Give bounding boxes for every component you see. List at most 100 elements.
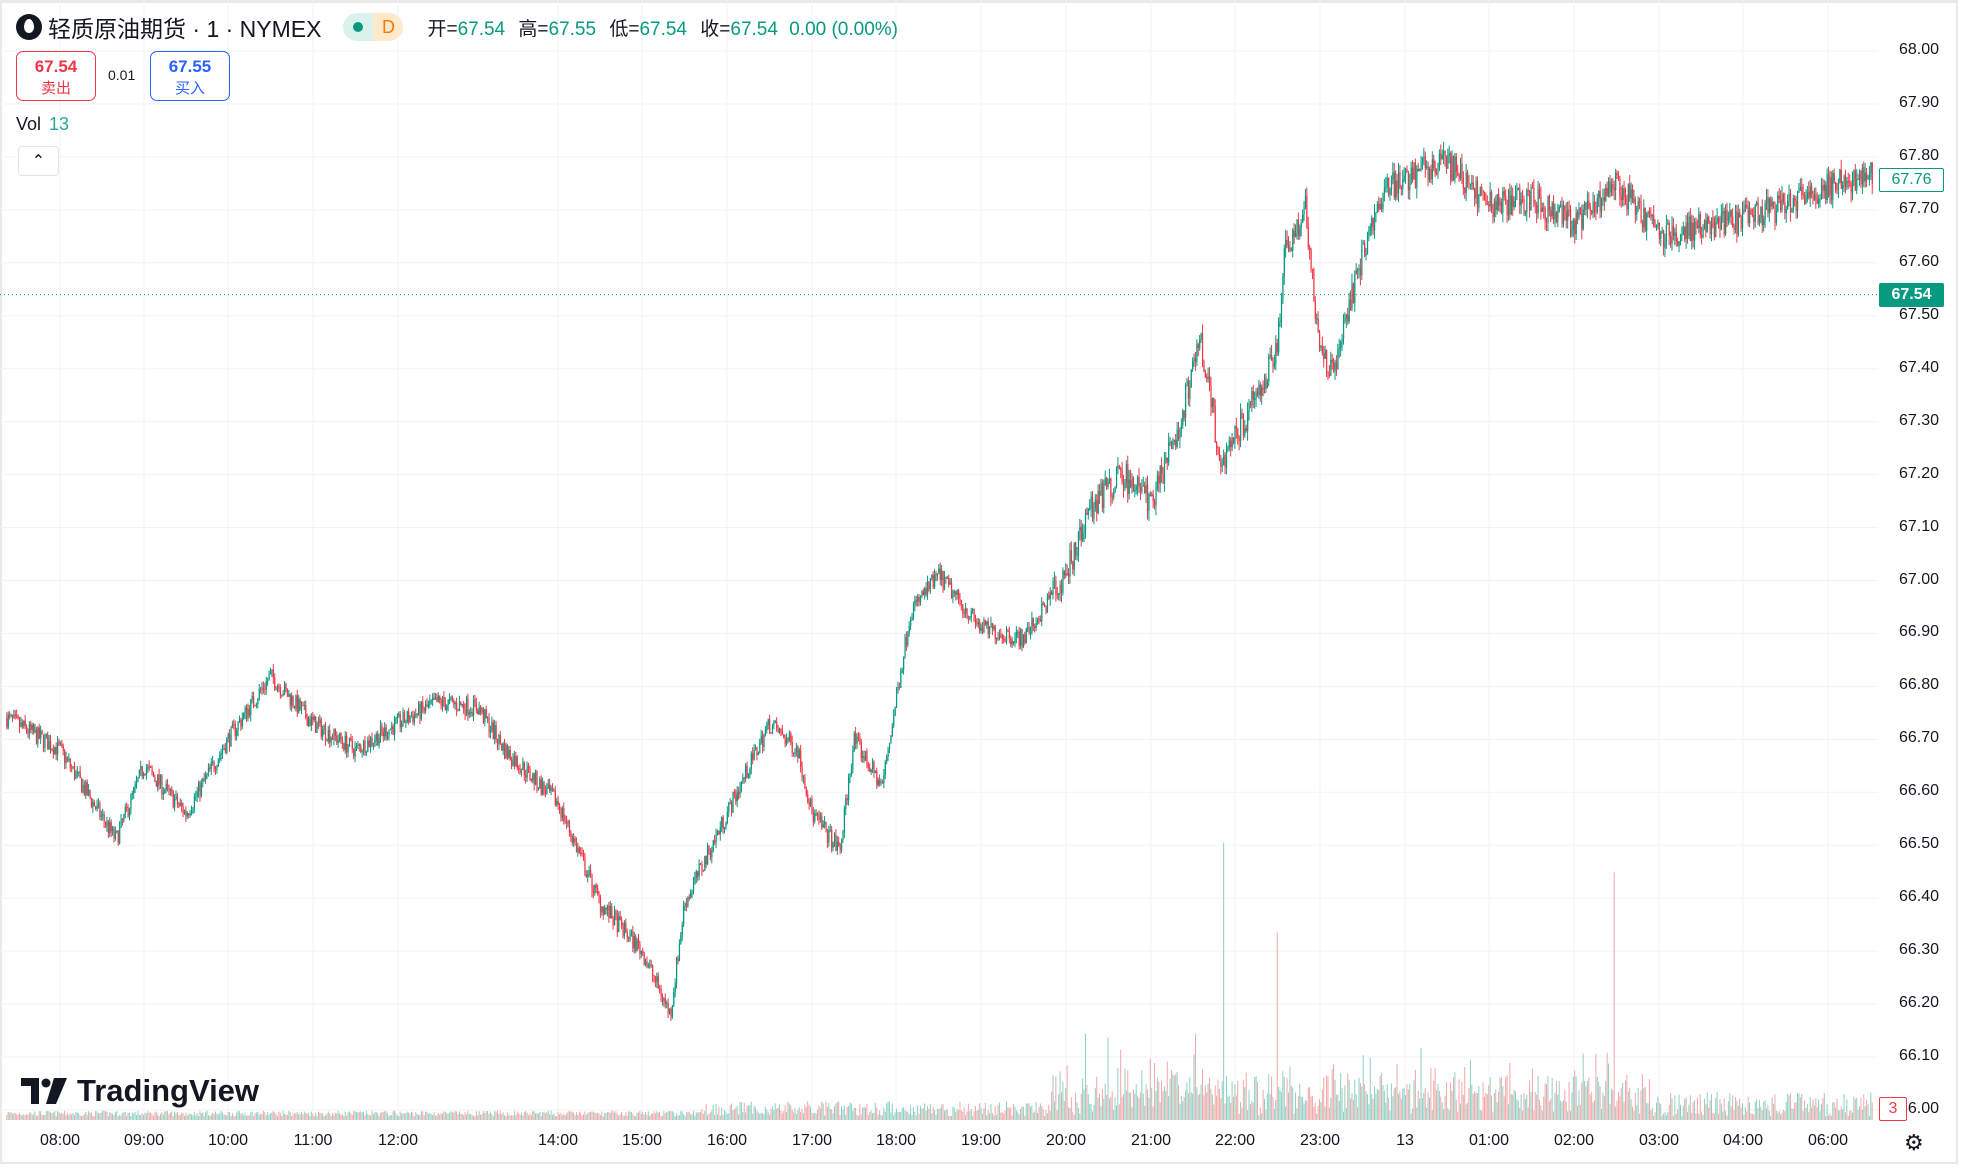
candle-body: [1799, 186, 1802, 191]
candle-body: [326, 739, 328, 742]
candle-body: [1099, 490, 1101, 496]
status-badge[interactable]: D: [343, 13, 404, 41]
volume-legend[interactable]: Vol 13: [16, 114, 69, 135]
candle-body: [559, 804, 561, 809]
candle-body: [1024, 634, 1026, 643]
candle-body: [1581, 213, 1583, 230]
settings-gear-icon[interactable]: ⚙: [1904, 1130, 1924, 1155]
candle-body: [175, 795, 177, 800]
candle-body: [1352, 283, 1355, 304]
candle-body: [1331, 359, 1333, 363]
candle-body: [1207, 376, 1209, 379]
candle-body: [1471, 182, 1473, 184]
candle-body: [1168, 442, 1170, 463]
candle-body: [370, 737, 372, 747]
candle-body: [618, 916, 620, 933]
tradingview-logo-icon: [21, 1078, 67, 1104]
candle-body: [974, 618, 977, 623]
candle-body: [1132, 477, 1135, 492]
candle-body: [1128, 479, 1130, 494]
candle-body: [1451, 156, 1453, 181]
candle-body: [1646, 214, 1648, 231]
candle-body: [912, 605, 915, 617]
candle-body: [853, 732, 855, 751]
candle-body: [1381, 203, 1383, 209]
symbol-title[interactable]: 轻质原油期货 · 1 · NYMEX: [48, 16, 322, 42]
candle-body: [1166, 457, 1168, 463]
candle-body: [1280, 298, 1283, 321]
candle-body: [925, 588, 927, 595]
candle-body: [174, 799, 176, 808]
candle-body: [102, 814, 104, 816]
candle-body: [71, 767, 73, 769]
candle-body: [59, 743, 62, 745]
candle-body: [965, 608, 967, 614]
candle-body: [1555, 212, 1558, 222]
candle-body: [1139, 487, 1142, 492]
candle-body: [976, 622, 978, 625]
candle-body: [7, 714, 9, 728]
time-axis-label: 21:00: [1130, 1132, 1172, 1149]
candle-body: [1688, 216, 1690, 237]
candle-body: [6, 718, 8, 728]
candle-body: [1011, 641, 1013, 645]
candle-body: [76, 771, 78, 773]
candle-body: [914, 600, 916, 606]
candle-body: [1416, 169, 1418, 189]
candle-body: [755, 747, 757, 751]
candle-body: [1469, 183, 1472, 185]
candle-body: [106, 821, 108, 826]
candle-body: [941, 570, 943, 580]
candle-body: [1476, 180, 1479, 208]
candle-body: [817, 813, 819, 816]
candle-body: [1832, 173, 1834, 201]
candle-body: [1747, 206, 1749, 223]
candle-body: [1739, 212, 1741, 217]
candle-body: [391, 726, 393, 730]
candle-body: [535, 771, 537, 785]
candle-body: [1324, 349, 1326, 359]
candle-body: [336, 735, 338, 743]
candle-body: [795, 746, 798, 753]
candle-body: [896, 692, 898, 708]
candle-body: [1304, 195, 1307, 208]
candle-body: [1296, 219, 1298, 234]
candle-body: [621, 919, 623, 926]
candle-body: [1013, 641, 1015, 644]
candle-body: [1443, 150, 1445, 155]
candle-body: [1678, 241, 1680, 247]
candle-body: [1664, 241, 1666, 248]
candle-body: [1816, 198, 1818, 204]
candle-body: [626, 932, 628, 938]
candle-body: [1723, 211, 1725, 235]
candle-body: [1172, 441, 1174, 449]
buy-button[interactable]: 67.55 买入: [150, 51, 230, 101]
candle-body: [1279, 320, 1281, 323]
candle-body: [47, 734, 49, 750]
candle-body: [530, 778, 533, 781]
candle-body: [1826, 174, 1828, 200]
candle-body: [426, 704, 428, 707]
candle-body: [1651, 214, 1653, 217]
candle-body: [355, 744, 358, 747]
candle-body: [1725, 209, 1727, 235]
candle-body: [323, 726, 325, 730]
candle-body: [1763, 218, 1765, 226]
collapse-legend-button[interactable]: ⌃: [18, 146, 59, 176]
candle-body: [956, 589, 958, 595]
tradingview-logo[interactable]: TradingView: [21, 1073, 259, 1109]
candle-body: [540, 779, 542, 795]
candle-body: [1199, 339, 1201, 349]
candle-body: [1603, 197, 1606, 201]
candle-body: [566, 821, 568, 824]
candle-body: [1180, 425, 1183, 431]
candle-body: [73, 766, 76, 779]
candle-body: [24, 720, 26, 727]
candle-body: [492, 722, 494, 739]
candle-body: [1388, 177, 1390, 195]
candle-body: [1682, 227, 1684, 235]
candle-body: [1757, 202, 1759, 223]
candle-body: [1836, 190, 1838, 192]
sell-button[interactable]: 67.54 卖出: [16, 51, 96, 101]
